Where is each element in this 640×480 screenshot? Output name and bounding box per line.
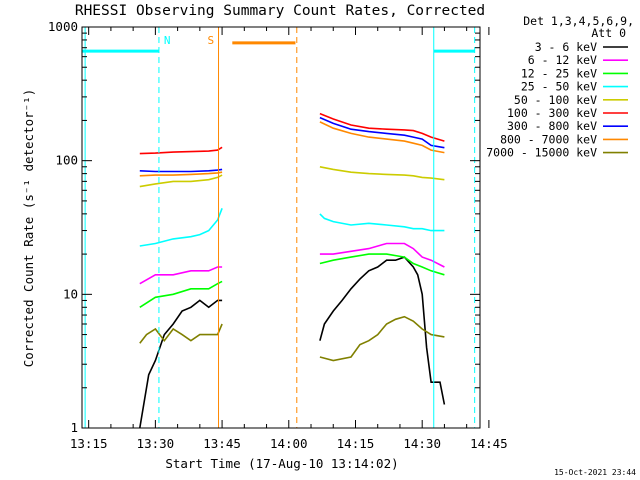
series-line-12-25-kev-2 [319,253,445,276]
y-tick-label-4: 1000 [48,19,78,34]
chart-title: RHESSI Observing Summary Count Rates, Co… [75,3,485,19]
series-line-100-300-kev-2 [319,112,445,142]
y-tick-label-2: 10 [63,286,78,301]
series-line-50-100-kev-1 [139,174,223,188]
x-axis-label: Start Time (17-Aug-10 13:14:02) [165,456,398,471]
y-axis-label: Corrected Count Rate (s⁻¹ detector⁻¹) [21,89,36,367]
series-line-6-12-kev-1 [139,266,223,285]
series-line-300-800-kev-2 [319,116,445,149]
legend-header-detectors: Det 1,3,4,5,6,9, [523,14,634,28]
legend-label-25-50-kev: 25 - 50 keV [521,80,597,94]
x-tick-label-4: 14:00 [270,436,308,451]
series-line-6-12-kev-2 [319,242,445,268]
y-tick-label-1: 1 [70,420,78,435]
legend-header-attenuator: Att 0 [591,26,626,40]
series-layer [139,112,446,429]
annotation-n: N [164,34,171,47]
legend-label-100-300-kev: 100 - 300 keV [507,106,597,120]
y-axis-ticks: 1 10 100 1000 [48,19,480,435]
series-line-3-6-kev-2 [319,256,446,405]
annotation-s: S [208,34,215,47]
series-line-50-100-kev-2 [319,166,445,181]
series-line-25-50-kev-2 [319,213,445,232]
series-line-300-800-kev-1 [139,168,223,173]
x-tick-label-3: 13:45 [203,436,241,451]
x-tick-label-1: 13:15 [70,436,108,451]
legend-label-12-25-kev: 12 - 25 keV [521,66,597,80]
legend-label-7000-15000-kev: 7000 - 15000 keV [486,146,597,160]
x-tick-label-5: 14:15 [337,436,375,451]
x-tick-label-6: 14:30 [403,436,441,451]
axes-layer [81,26,481,429]
series-line-100-300-kev-1 [139,146,223,155]
x-axis-ticks: 13:15 13:30 13:45 14:00 14:15 14:30 14:45 [70,27,508,451]
series-line-7000-15000-kev-2 [319,315,445,362]
x-tick-label-7: 14:45 [470,436,508,451]
series-line-3-6-kev-1 [139,299,223,429]
legend-label-50-100-kev: 50 - 100 keV [514,93,597,107]
series-line-800-7000-kev-1 [139,171,223,177]
legend-label-6-12-kev: 6 - 12 keV [528,53,597,67]
legend-label-3-6-kev: 3 - 6 keV [535,40,597,54]
series-line-800-7000-kev-2 [319,121,445,154]
series-line-25-50-kev-1 [139,208,223,247]
generation-timestamp: 15-Oct-2021 23:44 [554,468,636,477]
legend-label-800-7000-kev: 800 - 7000 keV [500,132,597,146]
series-line-7000-15000-kev-1 [139,323,223,344]
legend-label-300-800-kev: 300 - 800 keV [507,119,597,133]
y-tick-label-3: 100 [55,153,78,168]
x-tick-label-2: 13:30 [137,436,175,451]
series-line-12-25-kev-1 [139,280,223,308]
plot-frame [81,26,481,429]
